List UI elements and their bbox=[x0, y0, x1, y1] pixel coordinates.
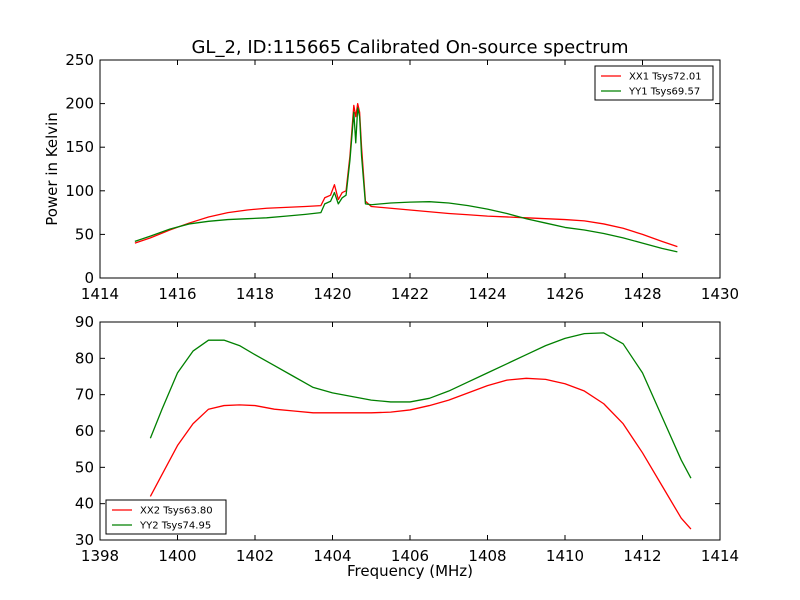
y-tick-label-1-1: 40 bbox=[75, 495, 94, 513]
plot-bottom: 1398 1400 1402 1404 1406 1408 1410 1412 1414 30 40… bbox=[75, 313, 739, 565]
y-tick-label-1-5: 80 bbox=[75, 349, 94, 367]
x-tick-label-1-6: 1410 bbox=[546, 547, 584, 565]
x-tick-label-0-0: 1414 bbox=[81, 285, 119, 303]
x-axis-label: Frequency (MHz) bbox=[347, 562, 473, 580]
x-tick-label-1-8: 1414 bbox=[701, 547, 739, 565]
legend-label-1-1: YY2 Tsys74.95 bbox=[139, 521, 211, 532]
y-tick-label-0-3: 150 bbox=[65, 138, 94, 156]
plot-top: 1414 1416 1418 1420 1422 1424 1426 1428 1430 0 50 1… bbox=[65, 51, 739, 303]
legend-label-0-1: YY1 Tsys69.57 bbox=[628, 87, 700, 98]
x-tick-label-1-2: 1402 bbox=[236, 547, 274, 565]
legend-box-0 bbox=[594, 65, 714, 101]
y-tick-label-0-5: 250 bbox=[65, 51, 94, 69]
chart-title: GL_2, ID:115665 Calibrated On-source spe… bbox=[191, 37, 628, 58]
series-line-1-1 bbox=[149, 332, 692, 479]
y-tick-label-0-0: 0 bbox=[84, 269, 94, 287]
x-tick-label-0-6: 1426 bbox=[546, 285, 584, 303]
x-tick-label-0-8: 1430 bbox=[701, 285, 739, 303]
x-tick-label-0-2: 1418 bbox=[236, 285, 274, 303]
x-tick-label-0-7: 1428 bbox=[623, 285, 661, 303]
y-tick-label-0-4: 200 bbox=[65, 95, 94, 113]
x-tick-label-0-1: 1416 bbox=[158, 285, 196, 303]
y-tick-label-1-3: 60 bbox=[75, 422, 94, 440]
y-tick-label-1-2: 50 bbox=[75, 458, 94, 476]
x-tick-label-1-4: 1406 bbox=[391, 547, 429, 565]
legend-label-0-0: XX1 Tsys72.01 bbox=[629, 72, 702, 83]
x-tick-label-1-1: 1400 bbox=[158, 547, 196, 565]
legend-box-1 bbox=[105, 499, 227, 535]
x-tick-label-0-5: 1424 bbox=[468, 285, 506, 303]
series-line-0-1 bbox=[134, 107, 678, 253]
series-line-1-0 bbox=[149, 377, 692, 530]
x-tick-label-0-4: 1422 bbox=[391, 285, 429, 303]
x-tick-label-0-3: 1420 bbox=[313, 285, 351, 303]
series-line-0-0 bbox=[134, 102, 678, 248]
x-tick-label-1-3: 1404 bbox=[313, 547, 351, 565]
x-tick-label-1-7: 1412 bbox=[623, 547, 661, 565]
y-tick-label-1-4: 70 bbox=[75, 386, 94, 404]
y-tick-label-1-0: 30 bbox=[75, 531, 94, 549]
y-axis-label: Power in Kelvin bbox=[43, 112, 61, 226]
x-tick-label-1-0: 1398 bbox=[81, 547, 119, 565]
x-tick-label-1-5: 1408 bbox=[468, 547, 506, 565]
y-tick-label-0-2: 100 bbox=[65, 182, 94, 200]
legend-label-1-0: XX2 Tsys63.80 bbox=[140, 506, 213, 517]
y-tick-label-1-6: 90 bbox=[75, 313, 94, 331]
y-tick-label-0-1: 50 bbox=[75, 225, 94, 243]
